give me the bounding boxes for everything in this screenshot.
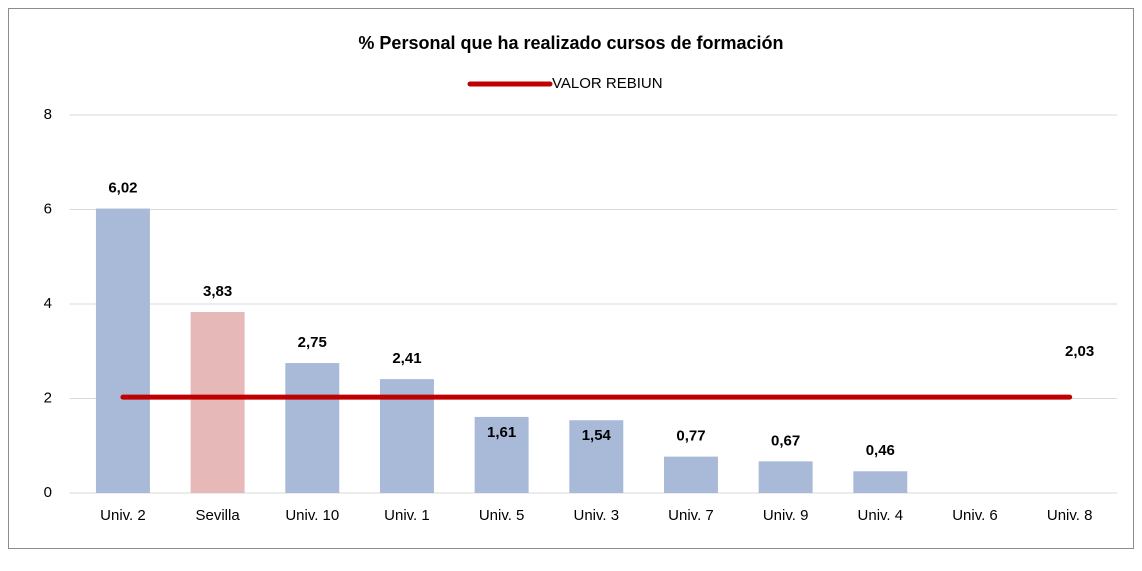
y-tick-label: 8	[44, 106, 52, 123]
bar	[758, 461, 813, 493]
bar	[190, 312, 245, 493]
reference-label: 2,03	[1065, 343, 1094, 360]
data-label: 1,61	[487, 424, 516, 441]
x-tick-label: Sevilla	[196, 507, 241, 524]
x-tick-label: Univ. 6	[952, 507, 998, 524]
x-tick-label: Univ. 9	[763, 507, 809, 524]
data-label: 6,02	[108, 180, 137, 197]
data-label: 0,67	[771, 432, 800, 449]
x-tick-label: Univ. 2	[100, 507, 146, 524]
chart-title: % Personal que ha realizado cursos de fo…	[358, 33, 783, 53]
legend-label: VALOR REBIUN	[552, 75, 663, 92]
bar	[569, 420, 624, 493]
bar	[853, 471, 908, 493]
data-label: 2,75	[298, 334, 327, 351]
y-tick-label: 4	[44, 295, 52, 312]
x-tick-label: Univ. 3	[574, 507, 620, 524]
x-tick-label: Univ. 7	[668, 507, 714, 524]
y-tick-label: 6	[44, 200, 52, 217]
y-tick-label: 0	[44, 484, 52, 501]
data-label: 3,83	[203, 283, 232, 300]
bar	[285, 363, 340, 493]
data-label: 1,54	[582, 427, 612, 444]
x-tick-label: Univ. 1	[384, 507, 430, 524]
data-label: 2,41	[392, 350, 421, 367]
data-label: 0,46	[866, 442, 895, 459]
x-tick-label: Univ. 4	[858, 507, 904, 524]
data-label: 0,77	[676, 428, 705, 445]
x-tick-label: Univ. 5	[479, 507, 525, 524]
x-tick-label: Univ. 8	[1047, 507, 1093, 524]
bar	[663, 456, 718, 493]
bar	[474, 416, 529, 493]
y-tick-label: 2	[44, 389, 52, 406]
x-tick-label: Univ. 10	[285, 507, 339, 524]
bar	[95, 208, 150, 493]
